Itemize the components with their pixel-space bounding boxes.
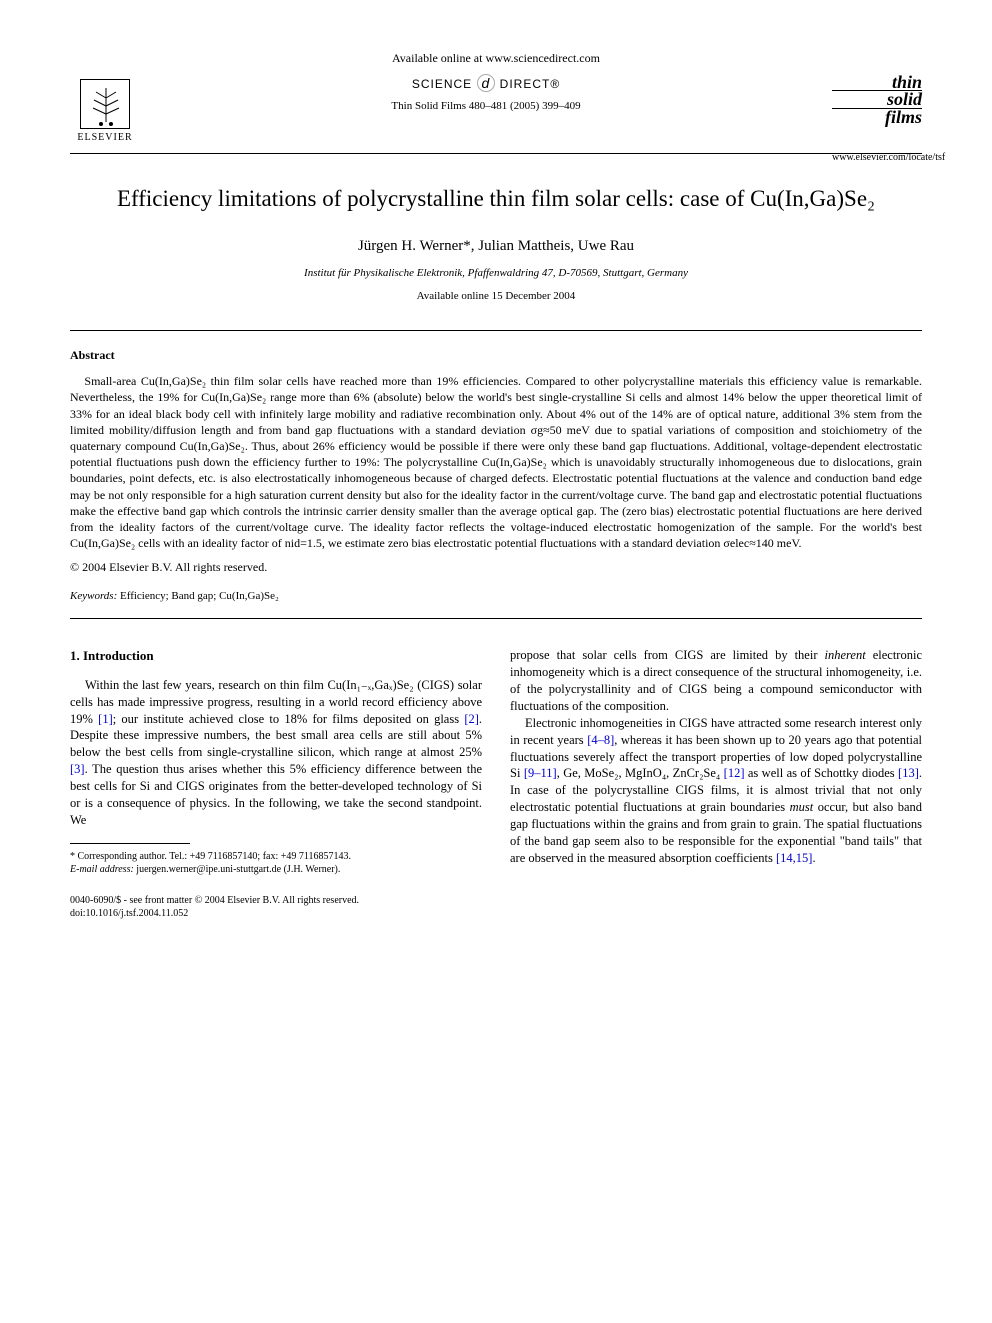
available-date: Available online 15 December 2004 bbox=[70, 289, 922, 304]
sciencedirect-right: DIRECT® bbox=[500, 77, 561, 91]
tsf-line3: films bbox=[832, 109, 922, 125]
right-column: propose that solar cells from CIGS are l… bbox=[510, 647, 922, 875]
ref-3-link[interactable]: [3] bbox=[70, 762, 85, 776]
right-p2-f: . bbox=[812, 851, 815, 865]
elsevier-logo: ELSEVIER bbox=[70, 74, 140, 149]
ref-13-link[interactable]: [13] bbox=[898, 766, 919, 780]
elsevier-tree-icon bbox=[80, 79, 130, 129]
abstract-text: Small-area Cu(In,Ga)Se₂ thin film solar … bbox=[70, 373, 922, 551]
right-p2-c: , Ge, MoSe₂, MgInO₄, ZnCr₂Se₄ bbox=[557, 766, 724, 780]
elsevier-label: ELSEVIER bbox=[77, 131, 132, 145]
section-1-heading: 1. Introduction bbox=[70, 647, 482, 665]
abstract-copyright: © 2004 Elsevier B.V. All rights reserved… bbox=[70, 559, 922, 575]
keywords-label: Keywords: bbox=[70, 590, 117, 602]
authors-line: Jürgen H. Werner*, Julian Mattheis, Uwe … bbox=[70, 236, 922, 256]
email-footnote: E-mail address: juergen.werner@ipe.uni-s… bbox=[70, 863, 482, 876]
keywords-text: Efficiency; Band gap; Cu(In,Ga)Se₂ bbox=[117, 590, 279, 602]
keywords-line: Keywords: Efficiency; Band gap; Cu(In,Ga… bbox=[70, 589, 922, 604]
ref-4-8-link[interactable]: [4–8] bbox=[587, 733, 614, 747]
page-footer: 0040-6090/$ - see front matter © 2004 El… bbox=[70, 894, 922, 921]
thin-solid-films-logo: thin solid films www.elsevier.com/locate… bbox=[832, 74, 922, 134]
abstract-bottom-rule bbox=[70, 618, 922, 619]
intro-p1-b: ; our institute achieved close to 18% fo… bbox=[113, 712, 465, 726]
intro-paragraph-2: Electronic inhomogeneities in CIGS have … bbox=[510, 715, 922, 867]
email-label: E-mail address: bbox=[70, 864, 134, 875]
footnote-separator bbox=[70, 843, 190, 844]
journal-url: www.elsevier.com/locate/tsf bbox=[832, 151, 922, 165]
left-column: 1. Introduction Within the last few year… bbox=[70, 647, 482, 875]
center-header-block: SCIENCE d DIRECT® Thin Solid Films 480–4… bbox=[140, 74, 832, 114]
article-title: Efficiency limitations of polycrystallin… bbox=[70, 184, 922, 214]
doi-line: doi:10.1016/j.tsf.2004.11.052 bbox=[70, 907, 359, 921]
intro-paragraph-1-cont: propose that solar cells from CIGS are l… bbox=[510, 647, 922, 715]
available-online-line: Available online at www.sciencedirect.co… bbox=[70, 50, 922, 66]
ref-12-link[interactable]: [12] bbox=[724, 766, 745, 780]
sciencedirect-left: SCIENCE bbox=[412, 77, 472, 91]
journal-reference: Thin Solid Films 480–481 (2005) 399–409 bbox=[140, 99, 832, 114]
intro-p1-d: . The question thus arises whether this … bbox=[70, 762, 482, 827]
affiliation-line: Institut für Physikalische Elektronik, P… bbox=[70, 266, 922, 281]
ref-2-link[interactable]: [2] bbox=[464, 712, 479, 726]
ref-14-15-link[interactable]: [14,15] bbox=[776, 851, 812, 865]
ref-9-11-link[interactable]: [9–11] bbox=[524, 766, 557, 780]
right-p2-d: as well as of Schottky diodes bbox=[745, 766, 899, 780]
publisher-header-row: ELSEVIER SCIENCE d DIRECT® Thin Solid Fi… bbox=[70, 74, 922, 149]
tsf-line1: thin bbox=[832, 74, 922, 90]
abstract-label: Abstract bbox=[70, 347, 922, 363]
intro-paragraph-1: Within the last few years, research on t… bbox=[70, 677, 482, 829]
right-p1: propose that solar cells from CIGS are l… bbox=[510, 648, 922, 713]
corresponding-author-footnote: * Corresponding author. Tel.: +49 711685… bbox=[70, 850, 482, 863]
sciencedirect-logo: SCIENCE d DIRECT® bbox=[140, 74, 832, 93]
header-rule bbox=[70, 153, 922, 154]
front-matter-line: 0040-6090/$ - see front matter © 2004 El… bbox=[70, 894, 359, 908]
ref-1-link[interactable]: [1] bbox=[98, 712, 113, 726]
right-p2-e: . In case of the polycrystalline CIGS fi… bbox=[510, 766, 922, 864]
body-two-columns: 1. Introduction Within the last few year… bbox=[70, 647, 922, 875]
sciencedirect-at-icon: d bbox=[477, 74, 496, 92]
abstract-top-rule bbox=[70, 330, 922, 331]
tsf-line2: solid bbox=[832, 90, 922, 108]
footer-left-block: 0040-6090/$ - see front matter © 2004 El… bbox=[70, 894, 359, 921]
email-address: juergen.werner@ipe.uni-stuttgart.de (J.H… bbox=[134, 864, 341, 875]
